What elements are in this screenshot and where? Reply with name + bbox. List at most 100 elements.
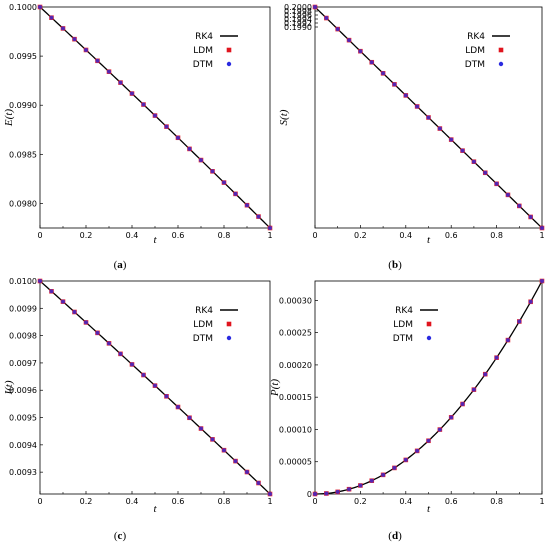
series-dtm-point [415,448,420,453]
y-tick-label: 0.0098 [9,332,37,341]
series-dtm-point [324,491,329,496]
y-tick-label: 0.1998 [284,7,312,16]
series-dtm-point [141,102,146,107]
series-dtm-point [426,115,431,120]
series-dtm-point [483,170,488,175]
series-dtm-point [95,58,100,63]
series-dtm-point [528,214,533,219]
series-dtm-point [245,203,249,208]
series-dtm-point [49,289,54,294]
legend-label-dtm: DTM [393,334,413,344]
x-tick-label: 0.4 [399,497,412,506]
series-dtm-point [324,16,329,21]
legend-label-ldm: LDM [193,320,213,330]
series-dtm-point [437,427,442,432]
series-dtm-point [210,169,215,174]
x-tick-label: 1 [267,497,272,506]
legend-label-ldm: LDM [465,46,485,56]
series-dtm-point [245,470,249,475]
panel-caption: (c) [114,530,127,542]
x-tick-label: 0.6 [172,231,185,240]
x-axis-label: t [427,503,431,515]
legend-swatch-dtm [226,335,232,341]
series-dtm-point [471,387,476,392]
series-dtm-point [222,180,226,185]
legend-swatch-ldm [226,47,232,53]
series-dtm-point [84,47,88,52]
series-dtm-point [256,480,261,485]
x-tick-label: 0.6 [445,231,458,240]
series-dtm-point [471,159,476,164]
legend-label-rk4: RK4 [395,306,413,316]
legend-swatch-ldm [426,321,432,327]
series-dtm-point [222,448,226,453]
x-tick-label: 0 [37,231,42,240]
series-dtm-point [199,426,203,431]
y-tick-label: 0.0100 [9,277,37,286]
series-dtm-point [403,93,408,98]
series-dtm-point [528,299,533,304]
series-dtm-point [38,279,42,283]
y-axis-label: S(t) [278,109,290,125]
plot-frame [314,280,543,495]
x-axis-label: t [427,234,431,246]
series-dtm-point [449,415,454,420]
y-tick-label: 0.0096 [9,386,37,395]
x-tick-label: 0.6 [445,497,458,506]
series-dtm-point [187,415,192,420]
panel-caption: (a) [114,259,127,271]
series-dtm-point [313,492,317,496]
x-tick-label: 1 [267,231,272,240]
x-tick-label: 0 [37,497,42,506]
x-tick-label: 0.2 [80,231,93,240]
series-dtm-point [233,459,238,464]
x-tick-label: 0.8 [218,497,231,506]
x-tick-label: 1 [539,231,544,240]
series-dtm-point [49,15,54,20]
series-dtm-point [335,27,340,32]
series-dtm-point [540,279,544,283]
x-tick-label: 0.4 [126,497,139,506]
y-tick-label: 0.0094 [9,441,37,450]
chart-panel-c: 0 0.2 0.4 0.6 0.8 1 0.0093 0.0094 0.0095 0.0096 0.… [3,277,273,542]
legend-label-rk4: RK4 [195,306,213,316]
y-tick-label: 0.0097 [9,359,37,368]
panel-caption: (d) [388,530,402,542]
series-dtm-point [369,60,374,65]
y-tick-label: 0.0980 [9,199,37,208]
series-dtm-point [460,402,465,407]
series-dtm-point [153,113,157,118]
y-tick-label: 0.0093 [9,468,37,477]
y-tick-label: 0.00015 [279,393,312,402]
series-dtm-point [347,38,352,43]
x-axis-label: t [153,503,157,515]
series-dtm-point [335,489,340,494]
x-tick-label: 0 [312,231,317,240]
x-tick-label: 0.6 [172,497,185,506]
series-dtm-point [369,478,374,483]
series-dtm-point [392,465,397,470]
series-dtm-point [358,483,363,488]
y-tick-label: 0.00025 [279,329,312,338]
series-dtm-point [437,126,442,131]
series-dtm-point [118,80,123,85]
series-dtm-point [176,135,180,140]
series-dtm-point [164,124,169,129]
x-tick-label: 0.4 [399,231,412,240]
x-tick-label: 0.8 [218,231,231,240]
series-dtm-point [403,457,408,462]
x-tick-label: 0.2 [354,497,367,506]
y-tick-label: 0.1000 [9,3,37,12]
chart-panel-a: 0 0.2 0.4 0.6 0.8 1 0.0980 0.0985 0.0990 0.0995 0.… [3,3,273,271]
series-dtm-point [540,226,544,230]
series-dtm-point [505,338,510,343]
series-dtm-point [426,438,431,443]
series-dtm-point [118,351,123,356]
legend-label-rk4: RK4 [467,32,485,42]
series-dtm-point [61,299,65,304]
series-dtm-point [130,362,134,367]
x-tick-label: 0.2 [80,497,93,506]
series-dtm-point [95,330,100,335]
y-tick-label: 0.00030 [279,296,312,305]
series-dtm-point [392,82,397,87]
